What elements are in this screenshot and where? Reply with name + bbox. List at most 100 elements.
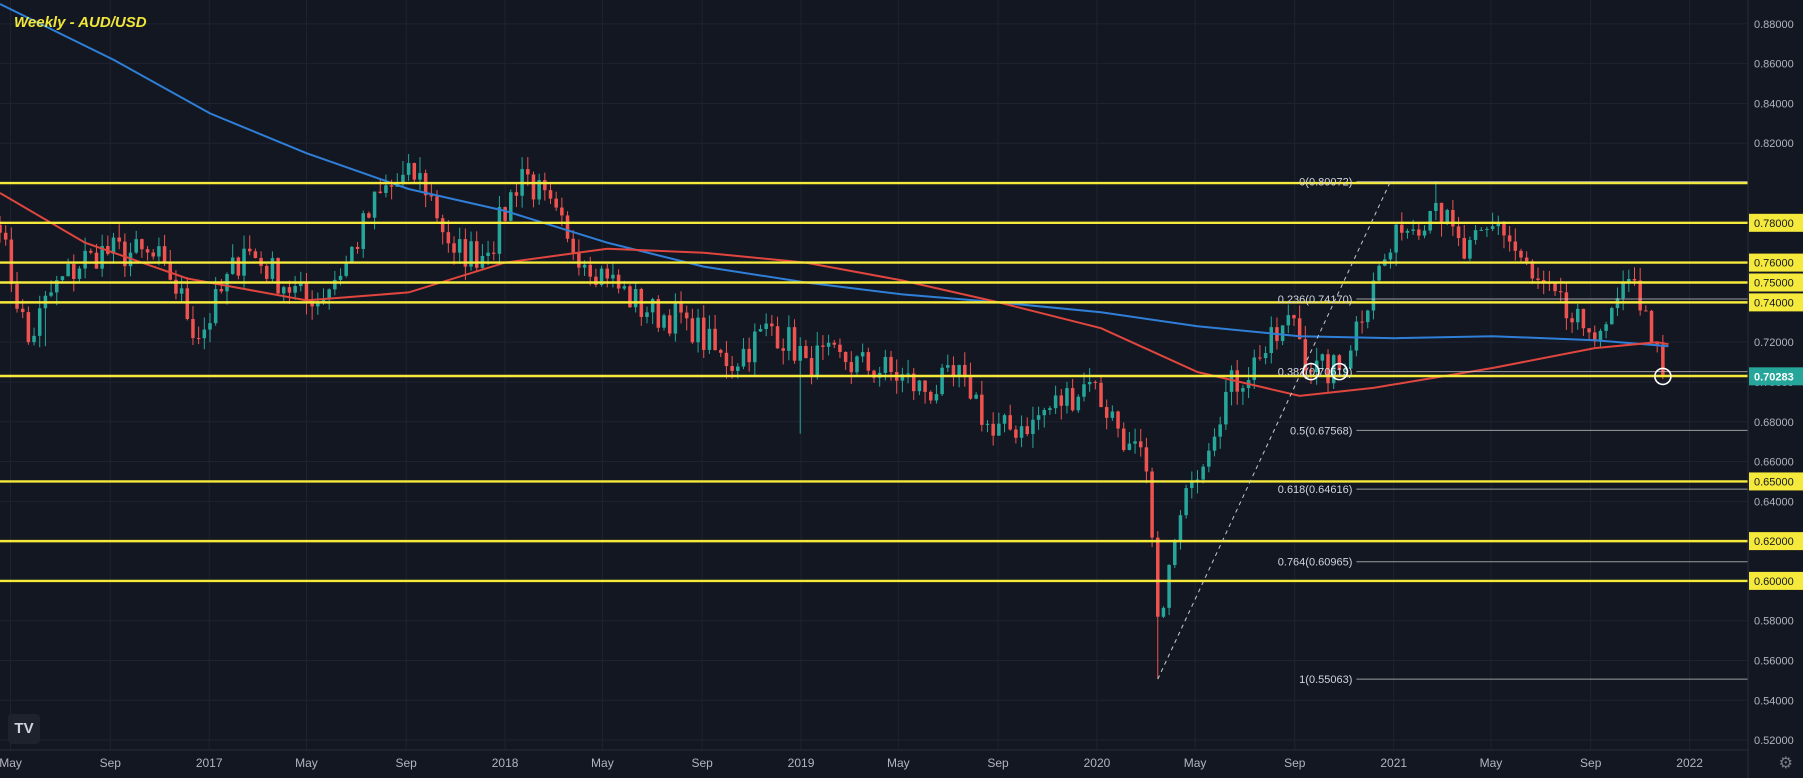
candle-body	[1445, 210, 1449, 224]
highlight-circle	[1330, 362, 1349, 381]
candle	[1087, 368, 1092, 392]
candle	[1173, 538, 1177, 569]
candle	[1207, 443, 1211, 473]
candle-body	[1331, 355, 1336, 384]
candle-body	[1053, 395, 1058, 409]
candle-body	[157, 246, 161, 257]
levels	[0, 181, 1748, 583]
candle	[997, 412, 1001, 436]
candle	[1070, 378, 1075, 412]
candle-body	[3, 232, 8, 240]
candle-body	[741, 348, 746, 367]
candle-body	[1127, 443, 1132, 451]
candle-body	[509, 192, 513, 221]
x-tick-label: 2018	[492, 756, 519, 770]
candle-body	[963, 364, 967, 376]
fib-label: 0.382(0.70519)	[1278, 367, 1353, 379]
candle-body	[946, 365, 950, 368]
candle-body	[310, 301, 314, 307]
candle	[367, 211, 371, 219]
candle	[463, 228, 468, 281]
candle	[1377, 263, 1381, 283]
candle-body	[1173, 540, 1177, 565]
candle-body	[684, 312, 689, 319]
candle-body	[719, 350, 723, 353]
candle	[406, 154, 411, 181]
candle-body	[1513, 241, 1518, 251]
candle-body	[134, 239, 138, 253]
candle-body	[60, 276, 65, 281]
gear-icon[interactable]: ⚙	[1778, 753, 1793, 772]
candle	[951, 356, 956, 387]
candle-body	[202, 329, 207, 339]
candle-body	[372, 191, 377, 218]
candle	[753, 323, 757, 376]
candle-body	[1621, 281, 1625, 299]
candle	[1553, 283, 1557, 296]
candle-body	[911, 373, 916, 392]
candle	[662, 313, 666, 331]
candle-body	[1218, 424, 1222, 437]
candle-body	[1564, 292, 1569, 319]
candle-body	[781, 348, 785, 351]
candle-body	[1610, 308, 1614, 325]
candle-body	[1343, 368, 1347, 371]
fib-label: 0(0.80072)	[1299, 177, 1352, 189]
candle-body	[1354, 321, 1359, 351]
candle-body	[1575, 308, 1580, 323]
candle-body	[54, 280, 59, 293]
level-tag	[1749, 571, 1803, 590]
candle	[832, 339, 837, 349]
candle-body	[1502, 222, 1506, 236]
candle	[628, 284, 632, 308]
candle-body	[1082, 384, 1086, 397]
candle-body	[327, 289, 331, 300]
candle-body	[951, 365, 956, 376]
candle-body	[1462, 238, 1466, 259]
candle-body	[1190, 481, 1194, 489]
candle-body	[1558, 291, 1563, 293]
candles	[0, 154, 1665, 679]
candle-body	[333, 279, 337, 290]
candle	[1371, 272, 1376, 320]
candle	[208, 313, 212, 343]
candle	[491, 241, 496, 261]
candle	[111, 232, 116, 264]
candle-body	[287, 287, 292, 293]
candle-body	[100, 246, 104, 269]
x-tick-label: 2019	[788, 756, 815, 770]
candle	[230, 244, 235, 275]
candle-body	[1598, 330, 1603, 342]
candle-body	[1201, 466, 1205, 480]
candle-body	[0, 224, 2, 233]
candle-body	[582, 264, 587, 268]
candle-body	[151, 252, 155, 257]
candle	[775, 316, 780, 349]
candle	[815, 331, 820, 380]
candle	[1042, 407, 1047, 428]
candle-body	[15, 284, 19, 309]
candle	[361, 210, 365, 258]
candle-body	[26, 312, 31, 343]
candle	[304, 273, 309, 315]
y-tick-label: 0.64000	[1754, 496, 1794, 508]
candle-body	[1019, 426, 1024, 438]
candle	[1292, 314, 1296, 326]
tradingview-logo[interactable]: TV	[8, 714, 40, 744]
candle-body	[350, 246, 354, 263]
candle	[849, 351, 854, 385]
candle	[1201, 464, 1205, 484]
candle	[531, 171, 536, 208]
candle-body	[1377, 265, 1381, 281]
candle-body	[1224, 391, 1228, 425]
level-tag-label: 0.75000	[1754, 277, 1794, 289]
candle	[1655, 341, 1659, 353]
candle-body	[764, 323, 768, 330]
candle-body	[633, 288, 638, 308]
candle-body	[804, 346, 808, 359]
candle-body	[1593, 332, 1597, 342]
candle	[202, 317, 207, 350]
level-tag-label: 0.65000	[1754, 476, 1794, 488]
candle	[1263, 346, 1268, 365]
